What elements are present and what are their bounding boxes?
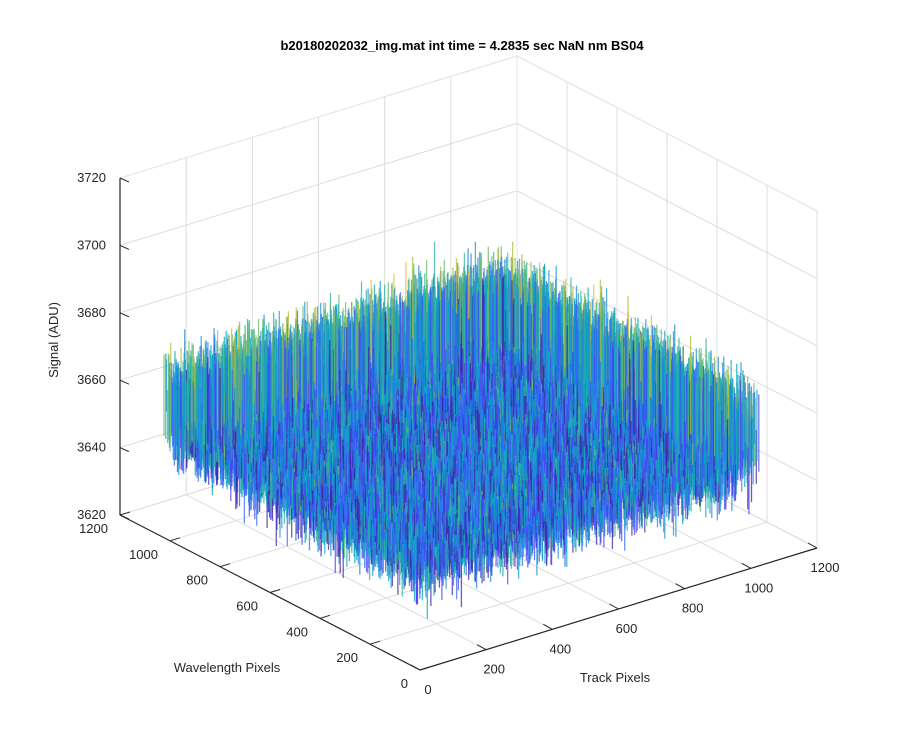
grid-line	[516, 122, 818, 279]
grid-line	[119, 122, 518, 246]
box-edge	[516, 55, 818, 212]
grid-line	[119, 190, 518, 314]
box-edge	[119, 55, 518, 179]
data-surface	[163, 241, 760, 619]
grid-line	[369, 521, 768, 645]
grid-line	[516, 190, 818, 347]
grid-line	[516, 257, 818, 414]
